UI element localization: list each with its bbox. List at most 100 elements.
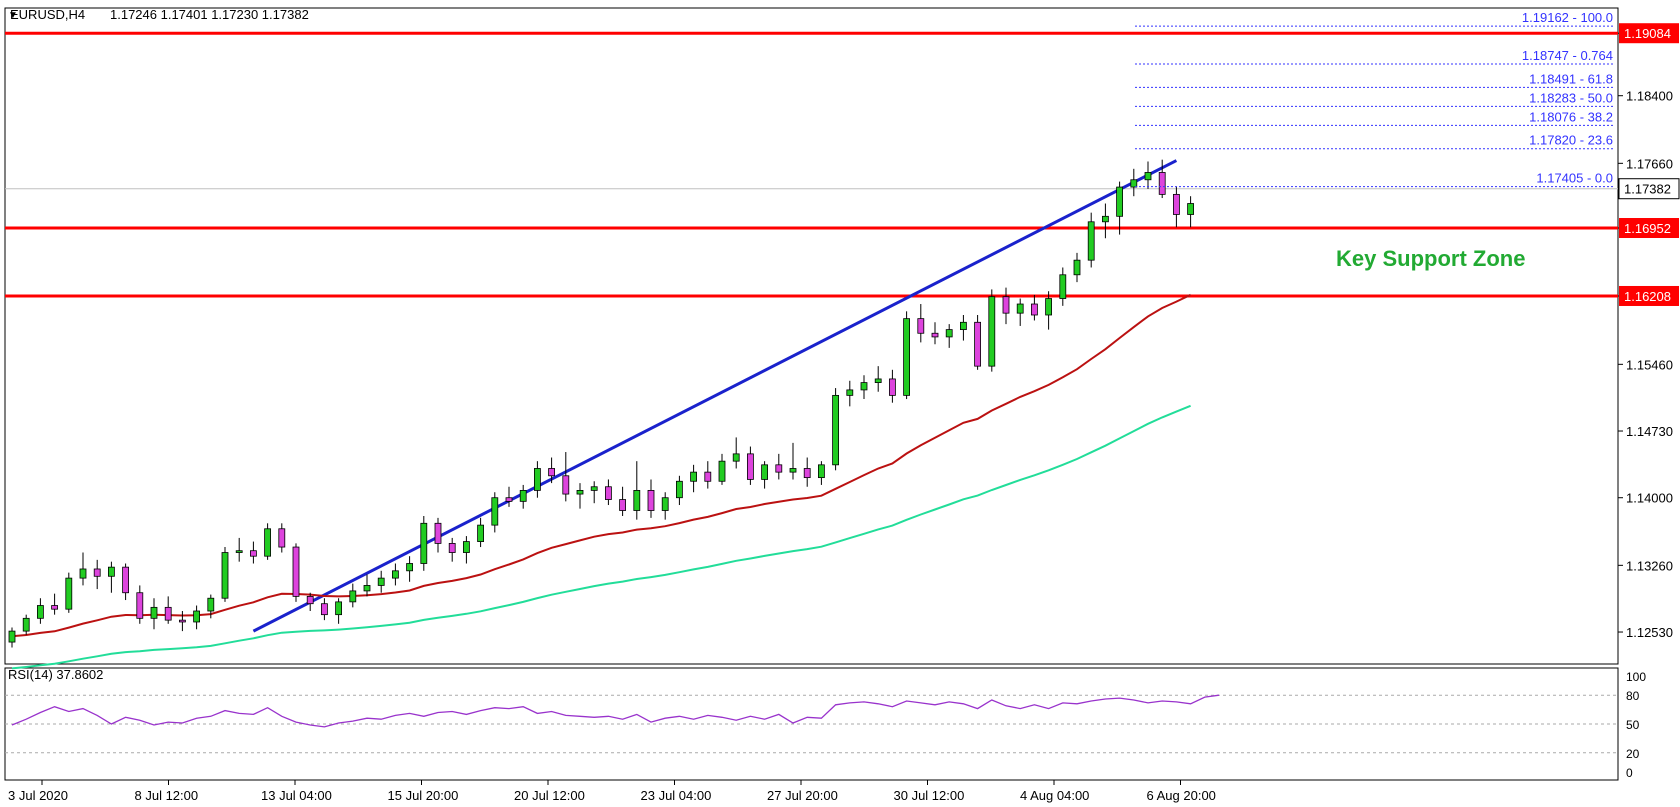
candle-body: [860, 382, 868, 391]
candle-body: [79, 568, 87, 579]
candle-body: [150, 606, 158, 619]
candle-body: [832, 394, 839, 466]
candle-body: [235, 550, 243, 553]
fib-level-label: 1.18491 - 61.8: [1529, 71, 1613, 86]
candle-body: [477, 524, 485, 542]
candle-body: [420, 522, 428, 564]
price-axis: 1.19084 1.18400 1.17660 1.17382 1.16952 1.162…: [1618, 23, 1680, 640]
rsi-tick-label: 50: [1626, 718, 1640, 732]
candle-body: [93, 568, 101, 577]
candle-body: [264, 528, 272, 557]
candle-body: [576, 490, 584, 495]
ohlc-readout: 1.17246 1.17401 1.17230 1.17382: [110, 7, 309, 22]
fibonacci-levels: 1.19162 - 100.0 1.18747 - 0.764 1.18491 - …: [1135, 10, 1615, 188]
candle-body: [803, 468, 811, 479]
support-price-tag-label: 1.16208: [1624, 289, 1671, 304]
candle-body: [1116, 186, 1123, 217]
price-tick-label: 1.13260: [1626, 558, 1673, 573]
candle-body: [122, 566, 129, 594]
time-tick-label: 4 Aug 04:00: [1020, 788, 1089, 803]
support-price-tag: [1619, 218, 1679, 239]
key-support-annotation: Key Support Zone: [1336, 246, 1525, 271]
candle-body: [207, 597, 215, 612]
candle-body: [761, 464, 768, 480]
symbol-dropdown-icon[interactable]: ▼: [8, 10, 18, 21]
candle-body: [505, 497, 513, 502]
time-tick-label: 23 Jul 04:00: [641, 788, 712, 803]
candle-body: [462, 541, 470, 553]
rsi-tick-label: 100: [1626, 670, 1646, 684]
support-price-tag-label: 1.19084: [1624, 26, 1671, 41]
time-tick-label: 8 Jul 12:00: [135, 788, 199, 803]
price-tick-label: 1.15460: [1626, 357, 1673, 372]
candles: [8, 159, 1194, 648]
time-tick-label: 30 Jul 12:00: [894, 788, 965, 803]
fib-level-label: 1.18747 - 0.764: [1522, 48, 1613, 63]
candle-body: [846, 389, 854, 396]
candle-body: [1102, 215, 1109, 223]
candle-body: [434, 522, 442, 544]
candle-body: [448, 542, 456, 553]
candle-body: [51, 605, 58, 610]
rsi-tick-label: 0: [1626, 766, 1633, 780]
symbol-header: EURUSD,H4: [10, 7, 85, 22]
candle-body: [377, 577, 385, 586]
candle-body: [178, 619, 186, 623]
candle-body: [22, 617, 30, 632]
candle-body: [1158, 172, 1166, 195]
rsi-tick-label: 20: [1626, 747, 1640, 761]
fib-level-label: 1.17820 - 23.6: [1529, 133, 1613, 148]
time-tick-label: 13 Jul 04:00: [261, 788, 332, 803]
candle-body: [548, 468, 555, 477]
candle-body: [534, 468, 541, 491]
candle-body: [37, 605, 44, 619]
candle-body: [1173, 193, 1180, 215]
candle-body: [633, 490, 641, 511]
candle-body: [108, 566, 115, 577]
candle-body: [889, 378, 896, 396]
candle-body: [647, 490, 655, 511]
candle-body: [974, 321, 981, 367]
candle-body: [136, 592, 144, 619]
candle-body: [718, 460, 726, 482]
support-price-tag: [1619, 285, 1679, 306]
fib-level-label: 1.18283 - 50.0: [1529, 90, 1613, 105]
candle-body: [903, 318, 910, 396]
time-tick-label: 20 Jul 12:00: [514, 788, 585, 803]
candle-body: [249, 550, 257, 557]
candle-body: [732, 453, 740, 462]
candle-body: [704, 471, 712, 482]
candle-body: [391, 570, 399, 579]
candle-body: [562, 475, 570, 495]
candle-body: [945, 329, 953, 338]
candle-body: [775, 464, 783, 473]
time-tick-label: 27 Jul 20:00: [767, 788, 838, 803]
candle-body: [1016, 303, 1024, 314]
candle-body: [1002, 296, 1010, 314]
candle-body: [1045, 298, 1052, 316]
ma-slow-line: [11, 404, 1191, 670]
candle-body: [278, 528, 286, 548]
candle-body: [1073, 259, 1081, 276]
price-tick-label: 1.14000: [1626, 491, 1673, 506]
candle-body: [363, 585, 371, 592]
candle-body: [349, 590, 357, 603]
candle-body: [605, 486, 612, 500]
candle-body: [874, 378, 882, 383]
candle-body: [917, 318, 925, 334]
candle-body: [292, 546, 300, 597]
trendline: [252, 159, 1178, 633]
candle-body: [690, 471, 697, 482]
candle-body: [960, 321, 967, 331]
candle-body: [406, 563, 414, 572]
candle-body: [1031, 303, 1038, 316]
rsi-tick-label: 80: [1626, 689, 1640, 703]
candle-body: [1144, 172, 1152, 181]
candle-body: [1130, 179, 1138, 188]
rsi-panel: 100 80 50 20 0: [5, 670, 1646, 780]
price-tick-label: 1.14730: [1626, 424, 1673, 439]
moving-averages: [11, 293, 1192, 670]
candle-body: [193, 610, 201, 623]
candle-body: [491, 497, 499, 526]
